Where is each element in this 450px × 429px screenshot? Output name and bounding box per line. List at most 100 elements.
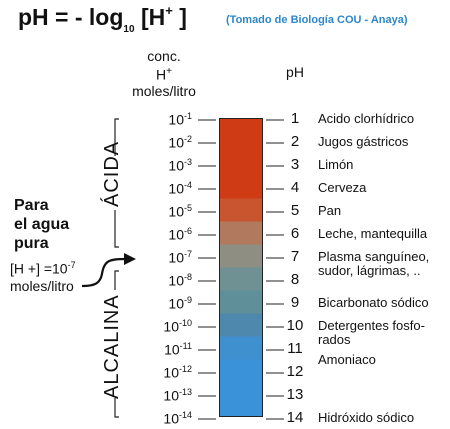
substance-line: Bicarbonato sódico (318, 295, 429, 310)
water-note-line1: Para (14, 197, 49, 214)
ph-value: 5 (290, 202, 300, 219)
ph-value: 13 (286, 386, 304, 403)
conc-label: 10-14 (130, 410, 192, 427)
substance-line: Leche, mantequilla (318, 226, 428, 241)
conc-exponent: -13 (178, 387, 192, 397)
substance-line: Limón (318, 157, 354, 172)
bar-segment-ph-8 (219, 267, 263, 292)
conc-exponent: -12 (178, 364, 192, 374)
bar-segment-ph-10 (219, 313, 263, 338)
ph-value: 3 (290, 156, 300, 173)
formula-log-base: 10 (123, 24, 135, 35)
conc-header-line2: H+ (156, 66, 172, 83)
substance-line: Hidróxido sódico (318, 410, 415, 425)
conc-base: 10 (168, 203, 184, 220)
ph-value: 4 (290, 179, 300, 196)
substance-line: Acido clorhídrico (318, 111, 415, 126)
substance-line: rados (318, 332, 351, 347)
conc-exponent: -1 (183, 111, 192, 121)
ph-value: 14 (286, 409, 304, 426)
conc-base: 10 (163, 318, 179, 335)
water-concentration: [H +] =10-7 moles/litro (10, 257, 76, 295)
conc-base: 10 (163, 364, 179, 381)
conc-base: 10 (168, 295, 184, 312)
water-note-line3: pura (14, 235, 49, 252)
bar-outline (219, 118, 263, 417)
conc-exponent: -10 (178, 318, 192, 328)
formula-text: pH = - log (18, 4, 124, 30)
ph-value: 7 (290, 248, 300, 265)
conc-label: 10-1 (130, 111, 192, 128)
conc-base: 10 (164, 341, 180, 358)
ph-value: 10 (286, 317, 304, 334)
bar-segment-ph-5 (219, 198, 263, 223)
conc-base: 10 (163, 410, 179, 427)
water-note-line2: el agua (14, 216, 70, 233)
conc-base: 10 (168, 134, 184, 151)
conc-base: 10 (163, 387, 179, 404)
substance-label: Leche, mantequilla (318, 227, 427, 241)
bar-segment-ph-11 (219, 336, 263, 361)
conc-column-header: conc. H+ moles/litro (128, 48, 200, 99)
conc-label: 10-7 (130, 249, 192, 266)
conc-exponent: -2 (183, 134, 192, 144)
conc-label: 10-13 (130, 387, 192, 404)
substance-label: Limón (318, 158, 353, 172)
water-conc-units: moles/litro (10, 277, 74, 294)
conc-label: 10-9 (130, 295, 192, 312)
ph-column-header: pH (286, 64, 304, 80)
ph-value: 2 (290, 133, 300, 150)
ph-color-bar (219, 118, 263, 417)
bar-segment-ph-9 (219, 290, 263, 315)
bar-segment-ph-7 (219, 244, 263, 269)
source-citation: (Tomado de Biología COU - Anaya) (226, 14, 408, 26)
bar-segment-ph-3 (219, 152, 263, 177)
substance-label: Pan (318, 204, 341, 218)
conc-exponent: -6 (183, 226, 192, 236)
conc-exponent: -4 (183, 180, 192, 190)
alkaline-bracket (114, 270, 119, 418)
ph-formula: pH = - log10 [H+ ] (18, 3, 187, 35)
conc-exponent: -3 (183, 157, 192, 167)
conc-exponent: -5 (183, 203, 192, 213)
conc-label: 10-12 (130, 364, 192, 381)
conc-base: 10 (168, 111, 184, 128)
ph-value: 8 (290, 271, 300, 288)
bar-segment-ph-6 (219, 221, 263, 246)
conc-base: 10 (168, 272, 184, 289)
water-note: Para el agua pura (14, 196, 69, 253)
conc-exponent: -9 (183, 295, 192, 305)
bar-segment-ph-2 (219, 129, 263, 154)
formula-bracket: ] (179, 4, 187, 30)
conc-base: 10 (168, 249, 184, 266)
ph-value: 12 (286, 363, 304, 380)
substance-label: Plasma sanguíneo, sudor, lágrimas, .. (318, 250, 429, 278)
substance-line: Detergentes fosfo- (318, 318, 425, 333)
tick-lines (198, 119, 284, 420)
substance-line: Pan (318, 203, 342, 218)
substance-label: Jugos gástricos (318, 135, 408, 149)
conc-exponent: -11 (179, 341, 192, 351)
substance-label: Bicarbonato sódico (318, 296, 429, 310)
conc-label: 10-6 (130, 226, 192, 243)
conc-base: 10 (168, 180, 184, 197)
formula-h: [H (140, 4, 166, 30)
conc-header-line1: conc. (147, 48, 181, 64)
conc-label: 10-2 (130, 134, 192, 151)
substance-label: Detergentes fosfo-rados (318, 319, 425, 347)
substance-line: Amoniaco (318, 352, 376, 367)
substance-label: Acido clorhídrico (318, 112, 414, 126)
substance-line: Plasma sanguíneo, (318, 249, 430, 264)
conc-exponent: -8 (183, 272, 192, 282)
acid-bracket (114, 118, 119, 248)
water-arrow-icon (81, 253, 136, 288)
ph-value: 1 (290, 110, 300, 127)
substance-label: Hidróxido sódico (318, 411, 414, 425)
bar-segment-ph-14 (219, 405, 263, 417)
formula-h-charge: + (165, 3, 173, 18)
conc-label: 10-10 (130, 318, 192, 335)
conc-label: 10-5 (130, 203, 192, 220)
substance-line: sudor, lágrimas, .. (318, 263, 421, 278)
conc-label: 10-4 (130, 180, 192, 197)
conc-exponent: -14 (178, 410, 192, 420)
